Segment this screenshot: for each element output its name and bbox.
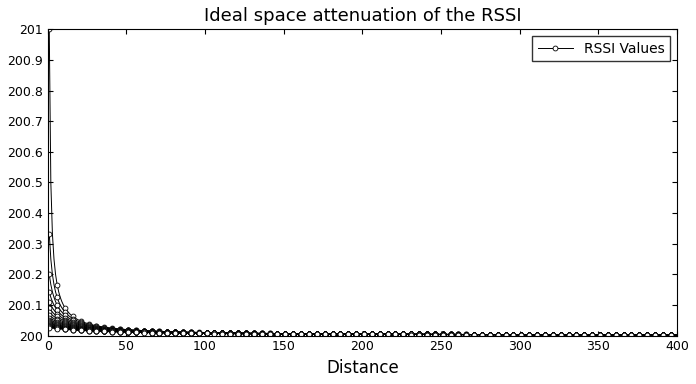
RSSI Values [250, 331, 258, 336]
Line: RSSI Values: RSSI Values [47, 27, 679, 337]
RSSI Values [120, 327, 129, 332]
RSSI Values [45, 27, 54, 31]
X-axis label: Distance: Distance [326, 359, 399, 377]
RSSI Values [440, 332, 448, 337]
RSSI Values [673, 333, 681, 337]
RSSI Values [501, 332, 509, 337]
RSSI Values [498, 332, 507, 337]
Title: Ideal space attenuation of the RSSI: Ideal space attenuation of the RSSI [204, 7, 521, 25]
RSSI Values [294, 331, 302, 336]
Legend: RSSI Values: RSSI Values [532, 36, 670, 61]
